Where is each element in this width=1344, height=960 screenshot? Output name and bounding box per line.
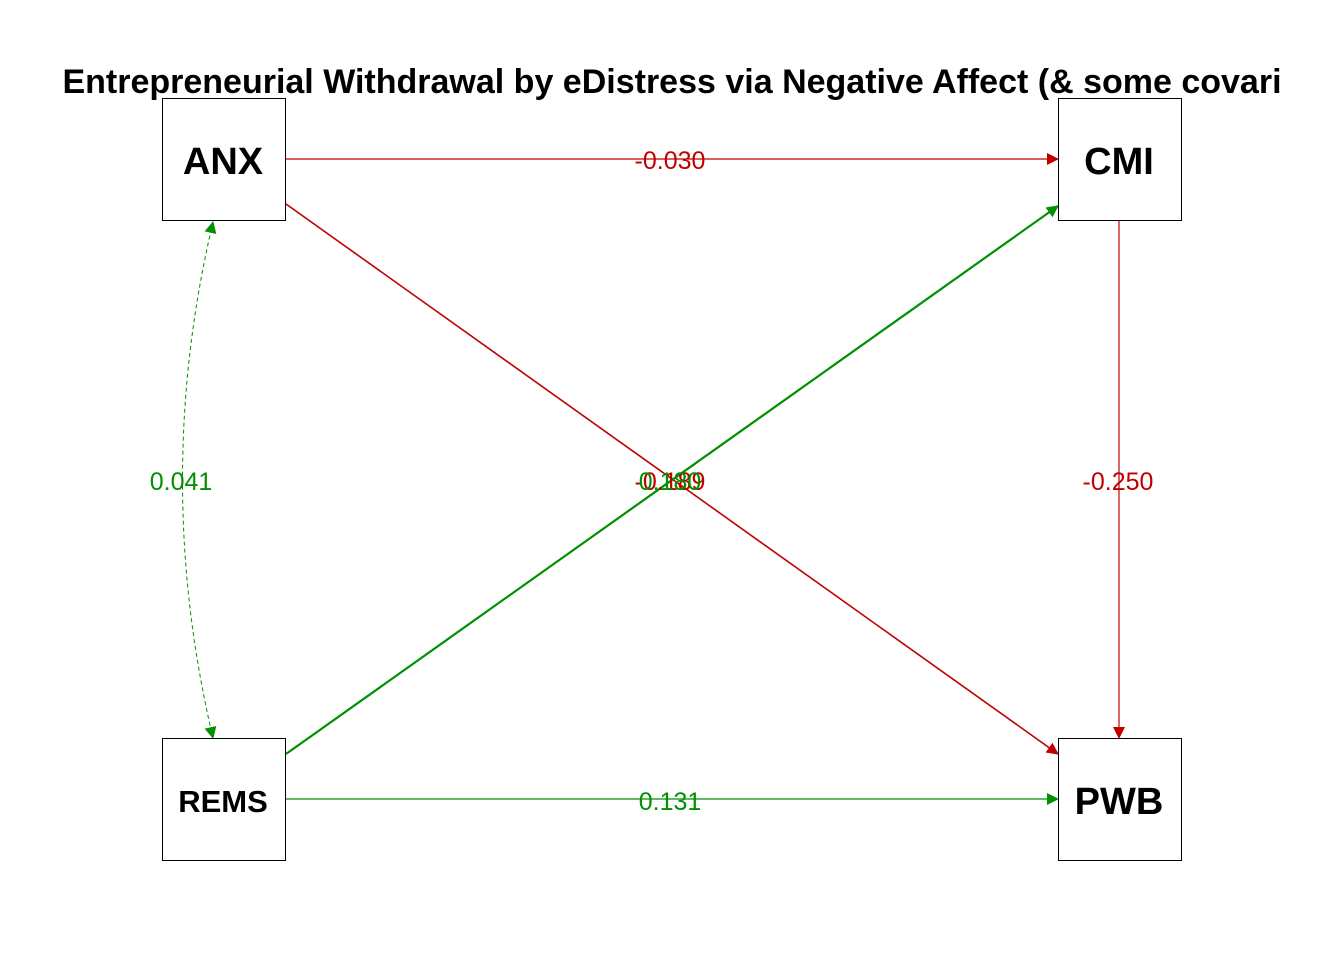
node-anx: ANX (162, 98, 286, 221)
edge-label-anx-rems: 0.041 (150, 468, 213, 496)
edge-label-rems-cmi: 0.180 (639, 468, 702, 496)
node-pwb: PWB (1058, 738, 1182, 861)
node-cmi: CMI (1058, 98, 1182, 221)
node-label-cmi: CMI (1084, 141, 1154, 183)
edge-label-anx-cmi: -0.030 (635, 147, 706, 175)
edge-label-cmi-pwb: -0.250 (1083, 468, 1154, 496)
edge-label-anx-pwb: -0.189 (635, 468, 706, 496)
edge-anx-rems-covariance (182, 221, 217, 739)
node-rems: REMS (162, 738, 286, 861)
node-label-pwb: PWB (1075, 781, 1164, 823)
edge-label-rems-pwb: 0.131 (639, 788, 702, 816)
node-label-rems: REMS (178, 784, 268, 819)
edge-rems-cmi (285, 205, 1059, 755)
node-label-anx: ANX (183, 141, 264, 183)
diagram-title: Entrepreneurial Withdrawal by eDistress … (62, 63, 1281, 101)
